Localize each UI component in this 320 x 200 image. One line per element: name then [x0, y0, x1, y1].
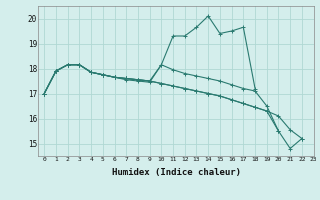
X-axis label: Humidex (Indice chaleur): Humidex (Indice chaleur): [111, 168, 241, 177]
